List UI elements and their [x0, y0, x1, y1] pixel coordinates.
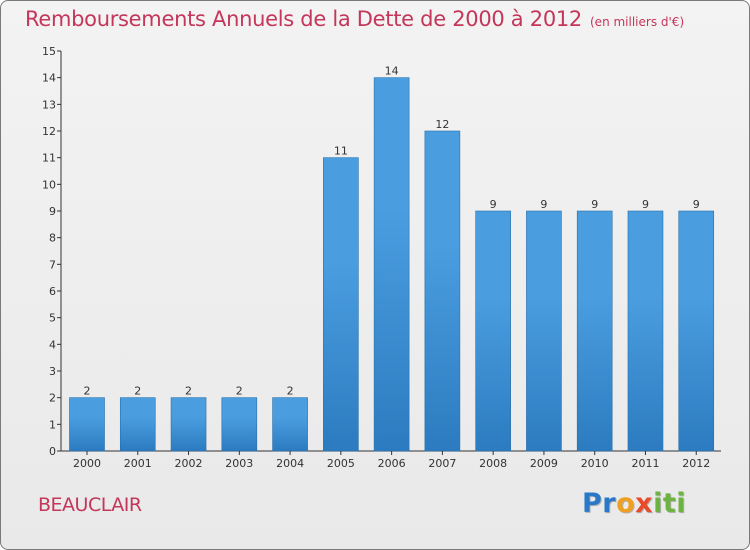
bar — [424, 130, 461, 452]
bar-value-label: 12 — [435, 118, 449, 131]
bar — [475, 210, 511, 452]
bar — [119, 397, 156, 452]
bar — [69, 397, 105, 452]
x-tick-label: 2001 — [124, 457, 152, 470]
bar — [576, 210, 613, 452]
bar-value-label: 2 — [84, 385, 91, 398]
chart-title: Remboursements Annuels de la Dette de 20… — [25, 7, 684, 31]
bar-value-label: 2 — [134, 385, 141, 398]
bar-value-label: 2 — [236, 385, 243, 398]
logo-part: Pr — [582, 488, 617, 519]
y-tick-label: 5 — [49, 312, 56, 325]
y-tick-label: 8 — [49, 232, 56, 245]
y-tick-label: 3 — [49, 365, 56, 378]
y-tick-label: 0 — [49, 445, 56, 458]
logo-part: x — [635, 488, 654, 519]
y-tick-label: 2 — [49, 392, 56, 405]
x-tick-label: 2000 — [73, 457, 101, 470]
y-tick-label: 11 — [42, 152, 56, 165]
y-tick-label: 15 — [42, 45, 56, 58]
bar — [373, 77, 410, 452]
bar-value-label: 9 — [642, 198, 649, 211]
logo-part: iti — [653, 488, 687, 519]
y-tick-label: 7 — [49, 258, 56, 271]
x-tick-label: 2010 — [581, 457, 609, 470]
y-tick-label: 10 — [42, 178, 56, 191]
bar — [678, 210, 715, 452]
x-tick-label: 2005 — [327, 457, 355, 470]
x-tick-label: 2008 — [479, 457, 507, 470]
y-tick-label: 12 — [42, 125, 56, 138]
bar — [170, 397, 207, 452]
x-tick-label: 2006 — [378, 457, 406, 470]
bar — [323, 157, 359, 452]
y-tick-label: 1 — [49, 418, 56, 431]
x-tick-label: 2007 — [428, 457, 456, 470]
bar — [221, 397, 258, 452]
bar-value-label: 2 — [185, 385, 192, 398]
bar — [272, 397, 308, 452]
y-tick-label: 6 — [49, 285, 56, 298]
x-tick-label: 2009 — [530, 457, 558, 470]
y-tick-label: 9 — [49, 205, 56, 218]
proxiti-logo: Proxiti — [582, 488, 686, 519]
bar — [526, 210, 562, 452]
y-tick-label: 14 — [42, 72, 56, 85]
bar-value-label: 9 — [540, 198, 547, 211]
logo-part: o — [616, 488, 636, 519]
bar — [627, 210, 664, 452]
x-tick-label: 2012 — [682, 457, 710, 470]
x-tick-label: 2003 — [225, 457, 253, 470]
x-tick-label: 2011 — [631, 457, 659, 470]
bar-value-label: 9 — [591, 198, 598, 211]
bar-value-label: 9 — [490, 198, 497, 211]
bar-value-label: 9 — [693, 198, 700, 211]
chart-title-text: Remboursements Annuels de la Dette de 20… — [25, 7, 582, 31]
y-tick-label: 4 — [49, 338, 56, 351]
bar-value-label: 14 — [385, 65, 399, 78]
chart-subtitle: (en milliers d'€) — [590, 15, 685, 29]
bar-value-label: 2 — [287, 385, 294, 398]
commune-name: BEAUCLAIR — [38, 494, 142, 516]
x-tick-label: 2004 — [276, 457, 304, 470]
bar-value-label: 11 — [334, 145, 348, 158]
y-tick-label: 13 — [42, 98, 56, 111]
x-tick-label: 2002 — [175, 457, 203, 470]
